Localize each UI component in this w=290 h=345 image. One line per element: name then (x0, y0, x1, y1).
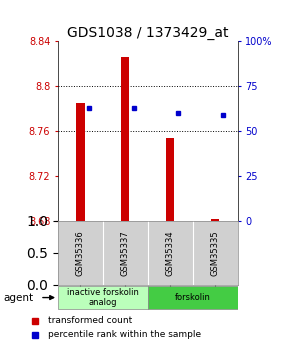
Bar (77, 103, 84, 221)
Text: percentile rank within the sample: percentile rank within the sample (48, 330, 202, 339)
Text: agent: agent (3, 293, 33, 303)
Bar (148, 286, 238, 309)
Text: inactive forskolin
analog: inactive forskolin analog (67, 288, 139, 307)
Text: forskolin: forskolin (175, 293, 211, 302)
Text: GSM35336: GSM35336 (76, 230, 85, 276)
Text: GSM35334: GSM35334 (166, 230, 175, 276)
Bar (122, 57, 129, 221)
Text: GSM35337: GSM35337 (121, 230, 130, 276)
Bar (58, 286, 148, 309)
Bar (211, 218, 219, 221)
Title: GDS1038 / 1373429_at: GDS1038 / 1373429_at (67, 26, 229, 40)
Text: transformed count: transformed count (48, 316, 133, 325)
Text: GSM35335: GSM35335 (211, 230, 220, 276)
Bar (166, 138, 174, 221)
